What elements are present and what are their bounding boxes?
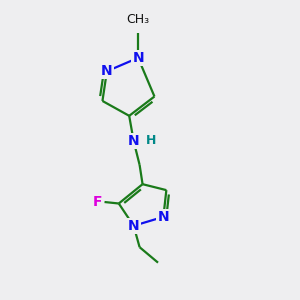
Text: N: N — [132, 51, 144, 65]
Text: N: N — [128, 134, 140, 148]
Text: N: N — [101, 64, 113, 78]
Text: N: N — [128, 219, 140, 233]
Text: CH₃: CH₃ — [127, 13, 150, 26]
Text: H: H — [146, 134, 157, 147]
Text: N: N — [158, 210, 169, 224]
Text: F: F — [93, 195, 103, 209]
